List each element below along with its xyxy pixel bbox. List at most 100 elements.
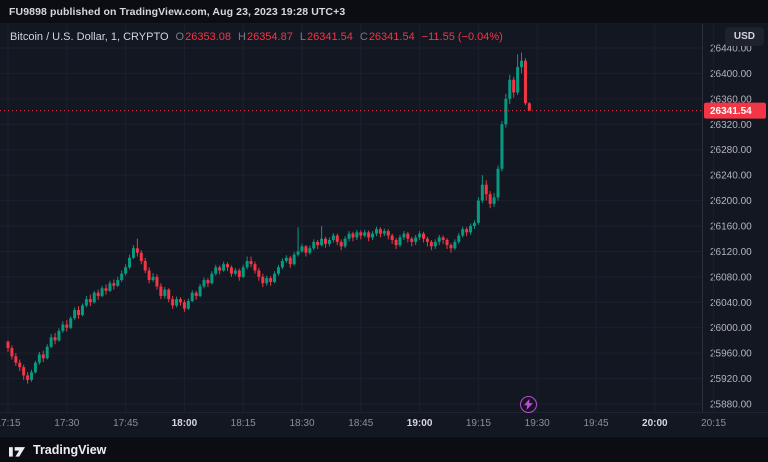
candle bbox=[402, 231, 406, 240]
candle bbox=[445, 238, 449, 249]
candle bbox=[159, 283, 163, 300]
candle bbox=[520, 52, 524, 74]
candle bbox=[245, 256, 249, 270]
candle bbox=[261, 273, 265, 288]
candle bbox=[390, 233, 394, 244]
close-value: C26341.54 bbox=[360, 31, 415, 43]
price-tick-label: 25960.00 bbox=[710, 349, 752, 360]
candle bbox=[14, 353, 18, 366]
candle bbox=[18, 359, 22, 371]
candle bbox=[147, 267, 151, 284]
ohlc-label: L bbox=[299, 31, 306, 43]
price-tick-label: 26360.00 bbox=[710, 94, 752, 105]
price-tick-label: 26200.00 bbox=[710, 196, 752, 207]
candle bbox=[516, 54, 520, 96]
candle bbox=[178, 297, 182, 306]
candle bbox=[143, 257, 147, 274]
symbol-title[interactable]: Bitcoin / U.S. Dollar, 1, CRYPTO bbox=[10, 31, 169, 43]
candle bbox=[378, 227, 382, 238]
candle bbox=[116, 276, 120, 288]
candle bbox=[241, 264, 245, 279]
high-value: H26354.87 bbox=[238, 31, 293, 43]
candle bbox=[363, 229, 367, 238]
time-tick-label: 18:15 bbox=[230, 418, 256, 429]
ohlc-label: C bbox=[359, 31, 368, 43]
candle bbox=[92, 290, 96, 304]
price-tick-label: 26080.00 bbox=[710, 272, 752, 283]
candle bbox=[437, 234, 441, 246]
ohlc-value: 26353.08 bbox=[185, 31, 231, 43]
candle bbox=[422, 231, 426, 243]
price-tick-label: 26320.00 bbox=[710, 120, 752, 131]
candle bbox=[276, 264, 280, 276]
candle bbox=[480, 175, 484, 204]
candle bbox=[190, 290, 194, 303]
price-tick-label: 26120.00 bbox=[710, 247, 752, 258]
candle bbox=[171, 295, 175, 309]
candlestick-chart: 26440.00 26400.00 26360.00 26320.00 26280.00… bbox=[0, 24, 766, 412]
candle bbox=[441, 235, 445, 244]
price-tick-label: 26160.00 bbox=[710, 222, 752, 233]
candle bbox=[10, 345, 14, 360]
candle bbox=[406, 231, 410, 243]
candle bbox=[128, 254, 132, 270]
candle bbox=[88, 294, 92, 307]
candle bbox=[151, 273, 155, 282]
candle bbox=[175, 296, 179, 308]
time-tick-label: 17:45 bbox=[113, 418, 139, 429]
price-tick-label: 26440.00 bbox=[710, 44, 752, 55]
candle bbox=[461, 226, 465, 238]
price-axis[interactable] bbox=[703, 24, 768, 412]
chart-area[interactable]: 26440.00 26400.00 26360.00 26320.00 26280.00… bbox=[0, 24, 768, 413]
lightning-icon bbox=[524, 399, 533, 410]
candle bbox=[194, 290, 198, 300]
candle bbox=[6, 340, 10, 352]
candle bbox=[500, 121, 504, 172]
candle bbox=[469, 223, 473, 235]
publish-event-marker[interactable] bbox=[520, 396, 537, 413]
candle bbox=[53, 332, 57, 345]
price-tick-label: 26400.00 bbox=[710, 69, 752, 80]
brand-name[interactable]: TradingView bbox=[33, 442, 107, 457]
price-tick-label: 26280.00 bbox=[710, 145, 752, 156]
candle bbox=[167, 288, 171, 303]
candle bbox=[233, 267, 237, 276]
candle bbox=[304, 245, 308, 257]
candle bbox=[124, 264, 128, 276]
candle bbox=[186, 298, 190, 310]
time-tick-label: 17:15 bbox=[0, 418, 21, 429]
publish-text: FU9898 published on TradingView.com, Aug… bbox=[9, 5, 346, 18]
candle bbox=[226, 262, 230, 272]
currency-toggle-button[interactable]: USD bbox=[724, 27, 764, 46]
ohlc-value: 26341.54 bbox=[306, 31, 353, 43]
candle bbox=[410, 236, 414, 247]
candle bbox=[65, 320, 69, 332]
candle bbox=[257, 267, 261, 281]
candle bbox=[394, 238, 398, 249]
candle bbox=[347, 231, 351, 242]
candle bbox=[429, 239, 433, 251]
ohlc-label: H bbox=[238, 31, 246, 43]
time-tick-label: 18:45 bbox=[348, 418, 374, 429]
candle bbox=[335, 233, 339, 246]
candle bbox=[265, 275, 269, 286]
candle bbox=[139, 250, 143, 265]
candle bbox=[386, 229, 390, 240]
candle bbox=[316, 239, 320, 249]
candle bbox=[355, 229, 359, 240]
candle bbox=[351, 231, 355, 242]
price-tick-label: 25920.00 bbox=[710, 374, 752, 385]
candle bbox=[96, 289, 100, 300]
candle bbox=[288, 255, 292, 268]
candle bbox=[414, 234, 418, 246]
candle bbox=[331, 233, 335, 243]
candle bbox=[269, 276, 273, 286]
candle bbox=[280, 258, 284, 270]
candle bbox=[374, 226, 378, 237]
candle bbox=[33, 360, 37, 374]
time-axis[interactable]: 17:15 17:30 17:45 18:00 18:15 18:30 18:45 19:00… bbox=[0, 412, 768, 436]
ohlc-value: 26354.87 bbox=[246, 31, 293, 43]
tradingview-logo-icon bbox=[9, 443, 26, 457]
candle bbox=[163, 287, 167, 299]
